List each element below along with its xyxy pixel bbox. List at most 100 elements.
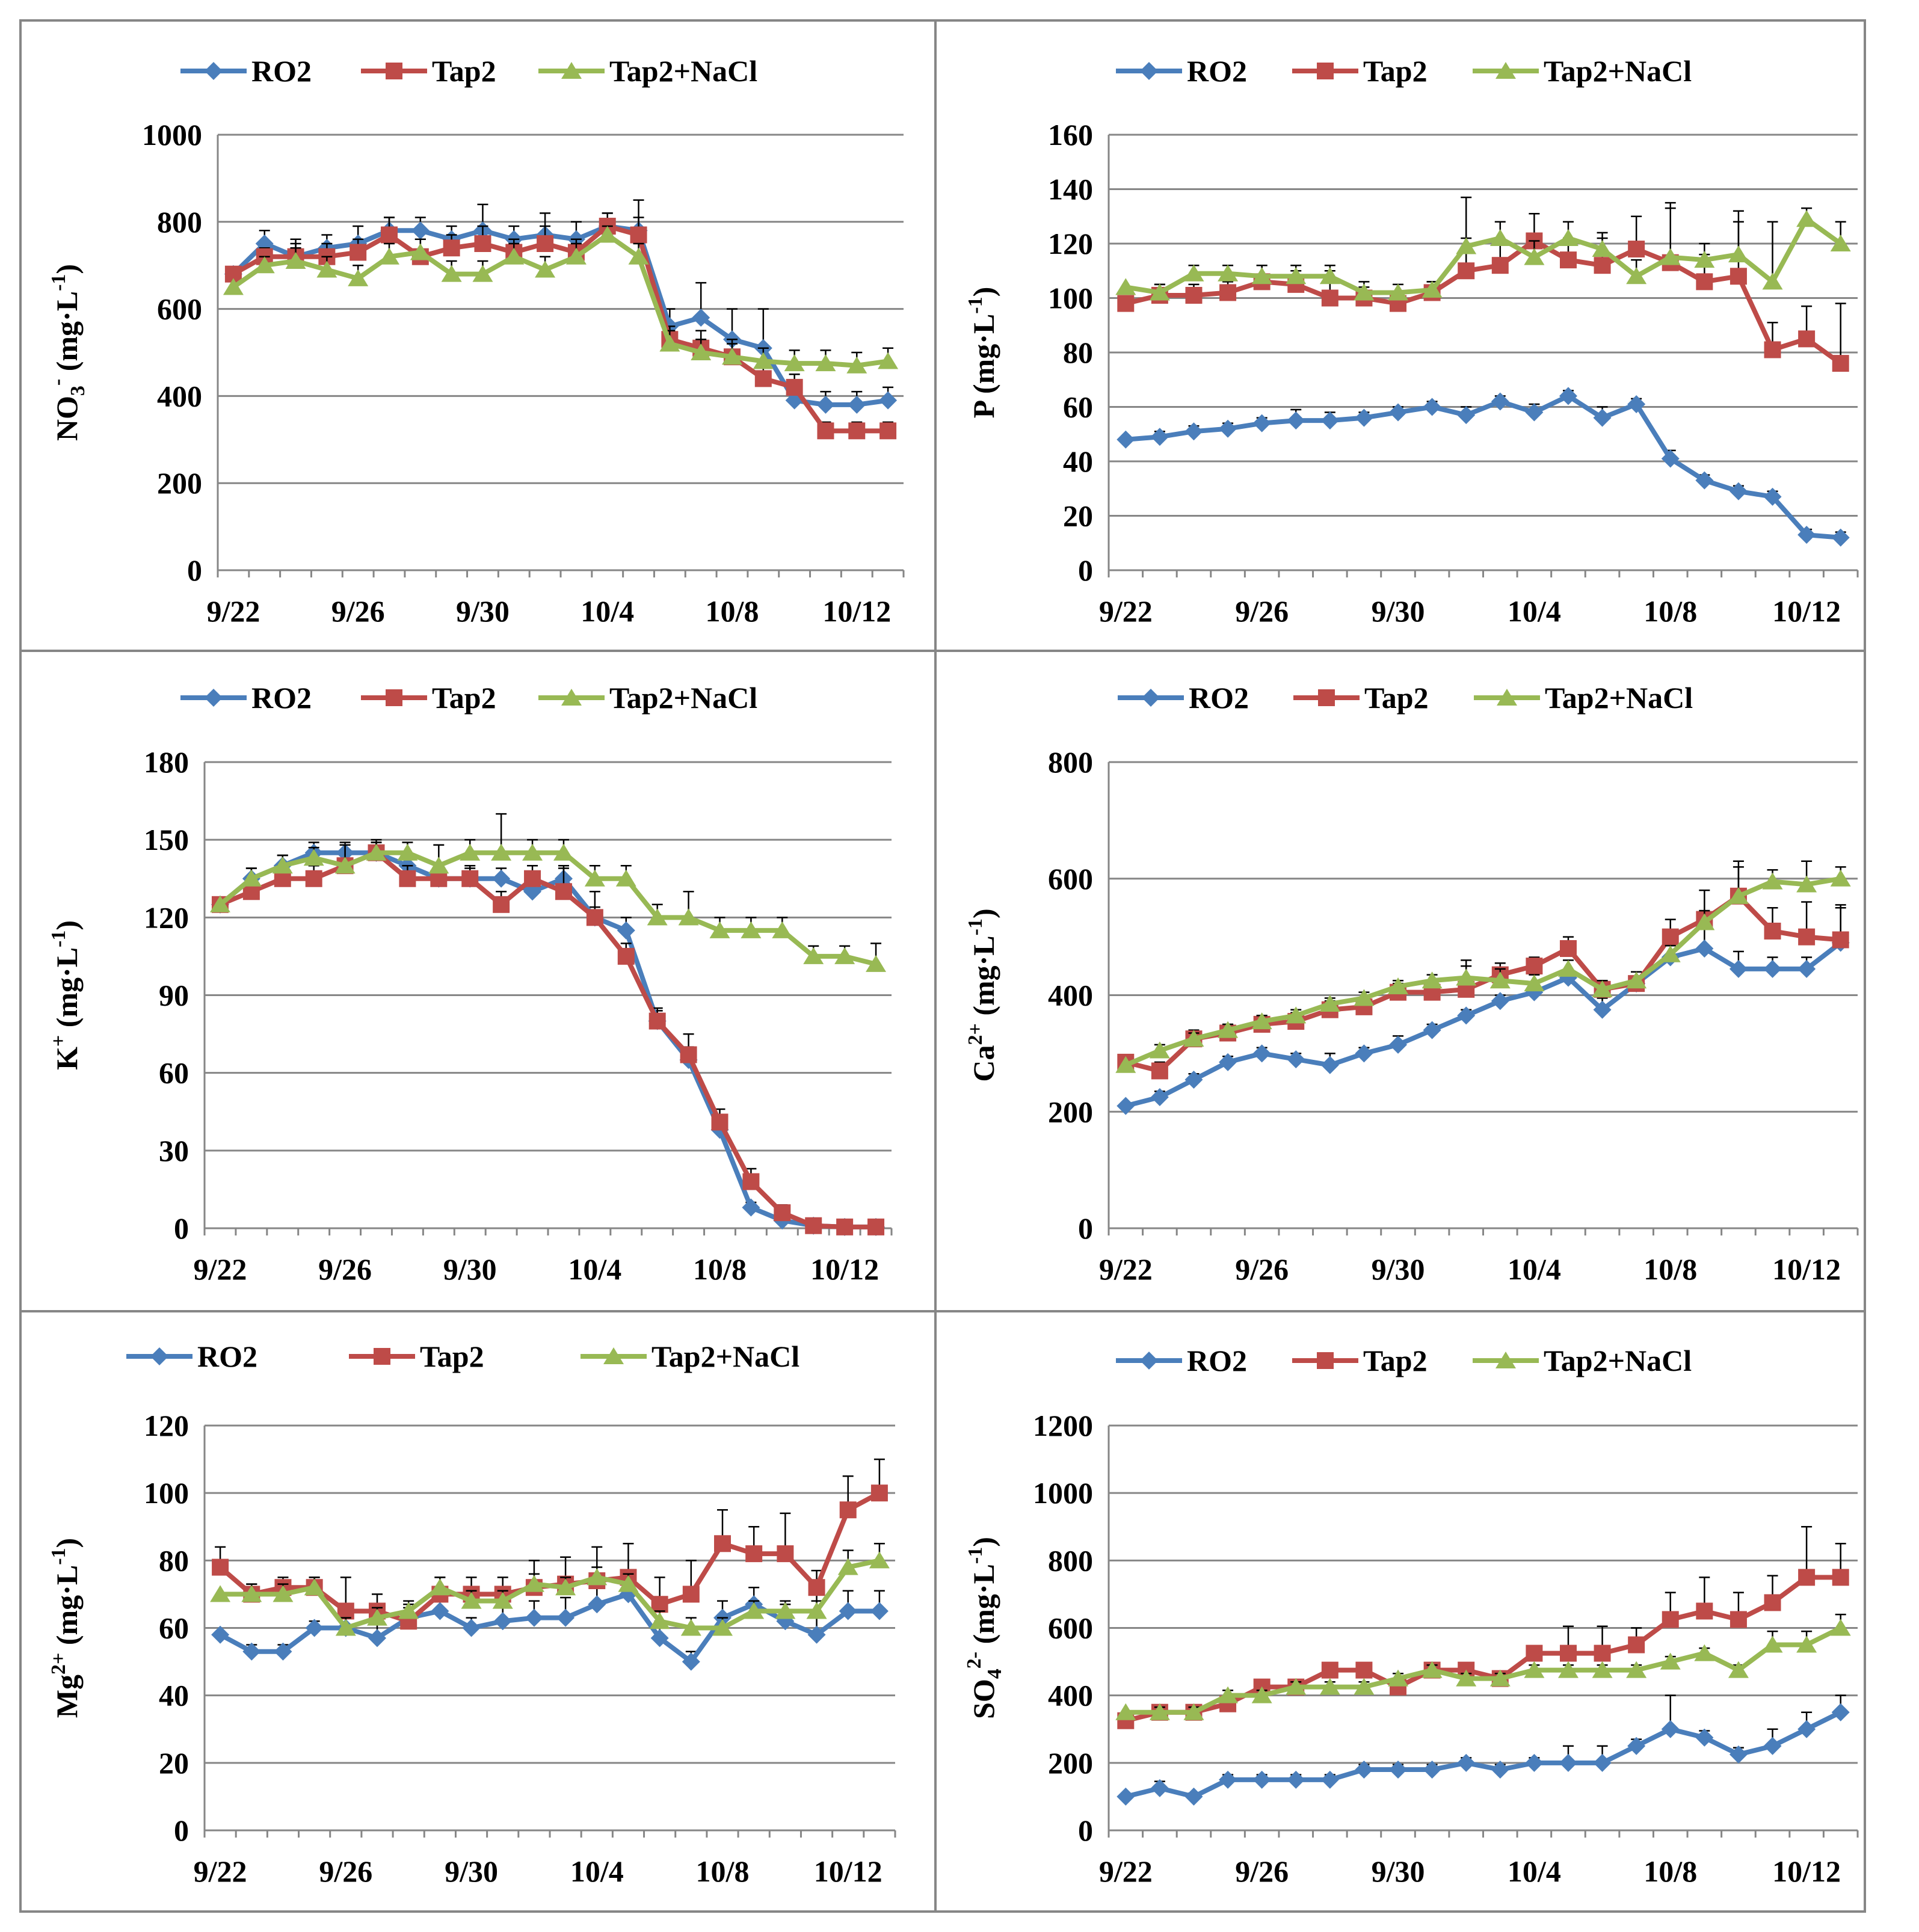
data-point <box>334 857 356 874</box>
data-point <box>630 226 647 244</box>
legend-marker <box>1140 1352 1158 1370</box>
data-point <box>741 921 762 938</box>
data-point <box>775 1602 796 1619</box>
data-point <box>742 1173 760 1190</box>
data-point <box>1456 1669 1477 1687</box>
data-point <box>1762 1635 1783 1653</box>
data-point <box>431 1602 449 1620</box>
data-point <box>650 1629 669 1647</box>
x-tick-label: 10/4 <box>581 594 634 628</box>
data-point <box>1729 959 1748 978</box>
data-point <box>1524 1661 1545 1678</box>
data-point <box>1491 257 1509 274</box>
series-line-Tap2+NaCl <box>1125 217 1843 295</box>
y-tick-label: 60 <box>1063 390 1093 424</box>
data-point <box>1456 968 1477 986</box>
data-point <box>461 870 479 887</box>
data-point <box>493 896 510 913</box>
y-tick-label: 60 <box>159 1056 189 1090</box>
y-tick-label: 0 <box>1078 1211 1093 1245</box>
y-axis-title: SO42- (mg·L-1) <box>963 1537 1006 1719</box>
data-point <box>848 395 866 414</box>
legend: RO2 Tap2 Tap2+NaCl <box>1118 681 1693 715</box>
data-point <box>777 1545 794 1563</box>
y-tick-label: 100 <box>1048 281 1093 315</box>
data-point <box>628 247 649 265</box>
series-Tap2+NaCl <box>1115 196 1851 301</box>
x-tick-label: 10/8 <box>1643 594 1697 628</box>
data-point <box>647 908 668 926</box>
data-point <box>1831 528 1850 547</box>
data-point <box>1422 280 1443 298</box>
data-point <box>1797 1720 1816 1738</box>
legend-marker <box>205 689 223 707</box>
y-tick-label: 800 <box>157 205 202 239</box>
data-point <box>586 909 603 926</box>
data-point <box>742 1198 760 1217</box>
data-point <box>1320 1770 1339 1789</box>
x-tick-label: 9/30 <box>1372 1854 1425 1888</box>
data-point <box>1696 1602 1713 1620</box>
y-tick-label: 600 <box>157 292 202 326</box>
legend-marker <box>1495 62 1516 79</box>
data-point <box>1662 928 1679 946</box>
legend: RO2 Tap2 Tap2+NaCl <box>180 54 757 88</box>
data-point <box>714 1535 731 1552</box>
data-point <box>1354 283 1375 301</box>
series-line-Tap2+NaCl <box>1126 1625 1842 1715</box>
y-tick-label: 1000 <box>142 118 202 152</box>
data-point <box>1796 875 1817 893</box>
y-tick-label: 200 <box>1048 1746 1093 1780</box>
data-point <box>866 955 887 972</box>
data-point <box>1627 1737 1646 1755</box>
legend-marker <box>1317 63 1334 79</box>
data-point <box>806 1602 827 1619</box>
data-point <box>212 1558 229 1576</box>
legend-label: Tap2+NaCl <box>651 1340 799 1373</box>
legend-item-Tap2: Tap2 <box>361 681 496 715</box>
y-tick-label: 200 <box>1048 1095 1093 1128</box>
data-point <box>411 221 430 240</box>
data-point <box>1798 330 1816 348</box>
data-point <box>867 1218 885 1235</box>
data-point <box>1388 1669 1409 1687</box>
y-tick-label: 90 <box>159 979 189 1012</box>
data-point <box>691 343 712 360</box>
data-point <box>722 348 742 365</box>
data-point <box>285 251 306 269</box>
series-RO2 <box>1117 906 1850 1115</box>
data-point <box>1491 392 1509 411</box>
data-point <box>1626 267 1647 285</box>
data-point <box>1319 1678 1340 1695</box>
data-point <box>588 1595 606 1614</box>
legend: RO2 Tap2 Tap2+NaCl <box>1116 54 1692 88</box>
y-axis-title: NO3- (mg·L-1) <box>46 264 89 441</box>
data-point <box>1184 1070 1203 1089</box>
data-point <box>1355 1044 1373 1063</box>
legend-marker <box>205 62 223 80</box>
data-point <box>350 244 367 261</box>
legend-label: Tap2 <box>432 681 496 715</box>
x-tick-label: 10/12 <box>1772 1854 1841 1888</box>
data-point <box>649 1612 670 1629</box>
legend-marker <box>1142 689 1160 707</box>
data-point <box>1184 422 1203 441</box>
data-point <box>587 1568 608 1586</box>
data-point <box>381 226 398 244</box>
x-tick-label: 9/30 <box>456 594 510 628</box>
y-axis-title: Ca2+ (mg·L-1) <box>964 908 1000 1081</box>
data-point <box>1183 1703 1204 1720</box>
data-point <box>1287 1050 1305 1069</box>
y-tick-label: 800 <box>1048 1543 1093 1577</box>
data-point <box>870 1602 889 1620</box>
data-point <box>535 260 556 278</box>
x-tick-label: 10/8 <box>693 1252 747 1286</box>
data-point <box>316 260 337 278</box>
data-point <box>1150 1779 1169 1797</box>
legend-item-Tap2: Tap2 <box>361 54 496 88</box>
y-tick-label: 160 <box>1048 118 1093 152</box>
data-point <box>1728 887 1749 904</box>
data-point <box>1695 940 1714 958</box>
y-tick-label: 180 <box>144 745 189 779</box>
legend-label: RO2 <box>251 681 312 715</box>
